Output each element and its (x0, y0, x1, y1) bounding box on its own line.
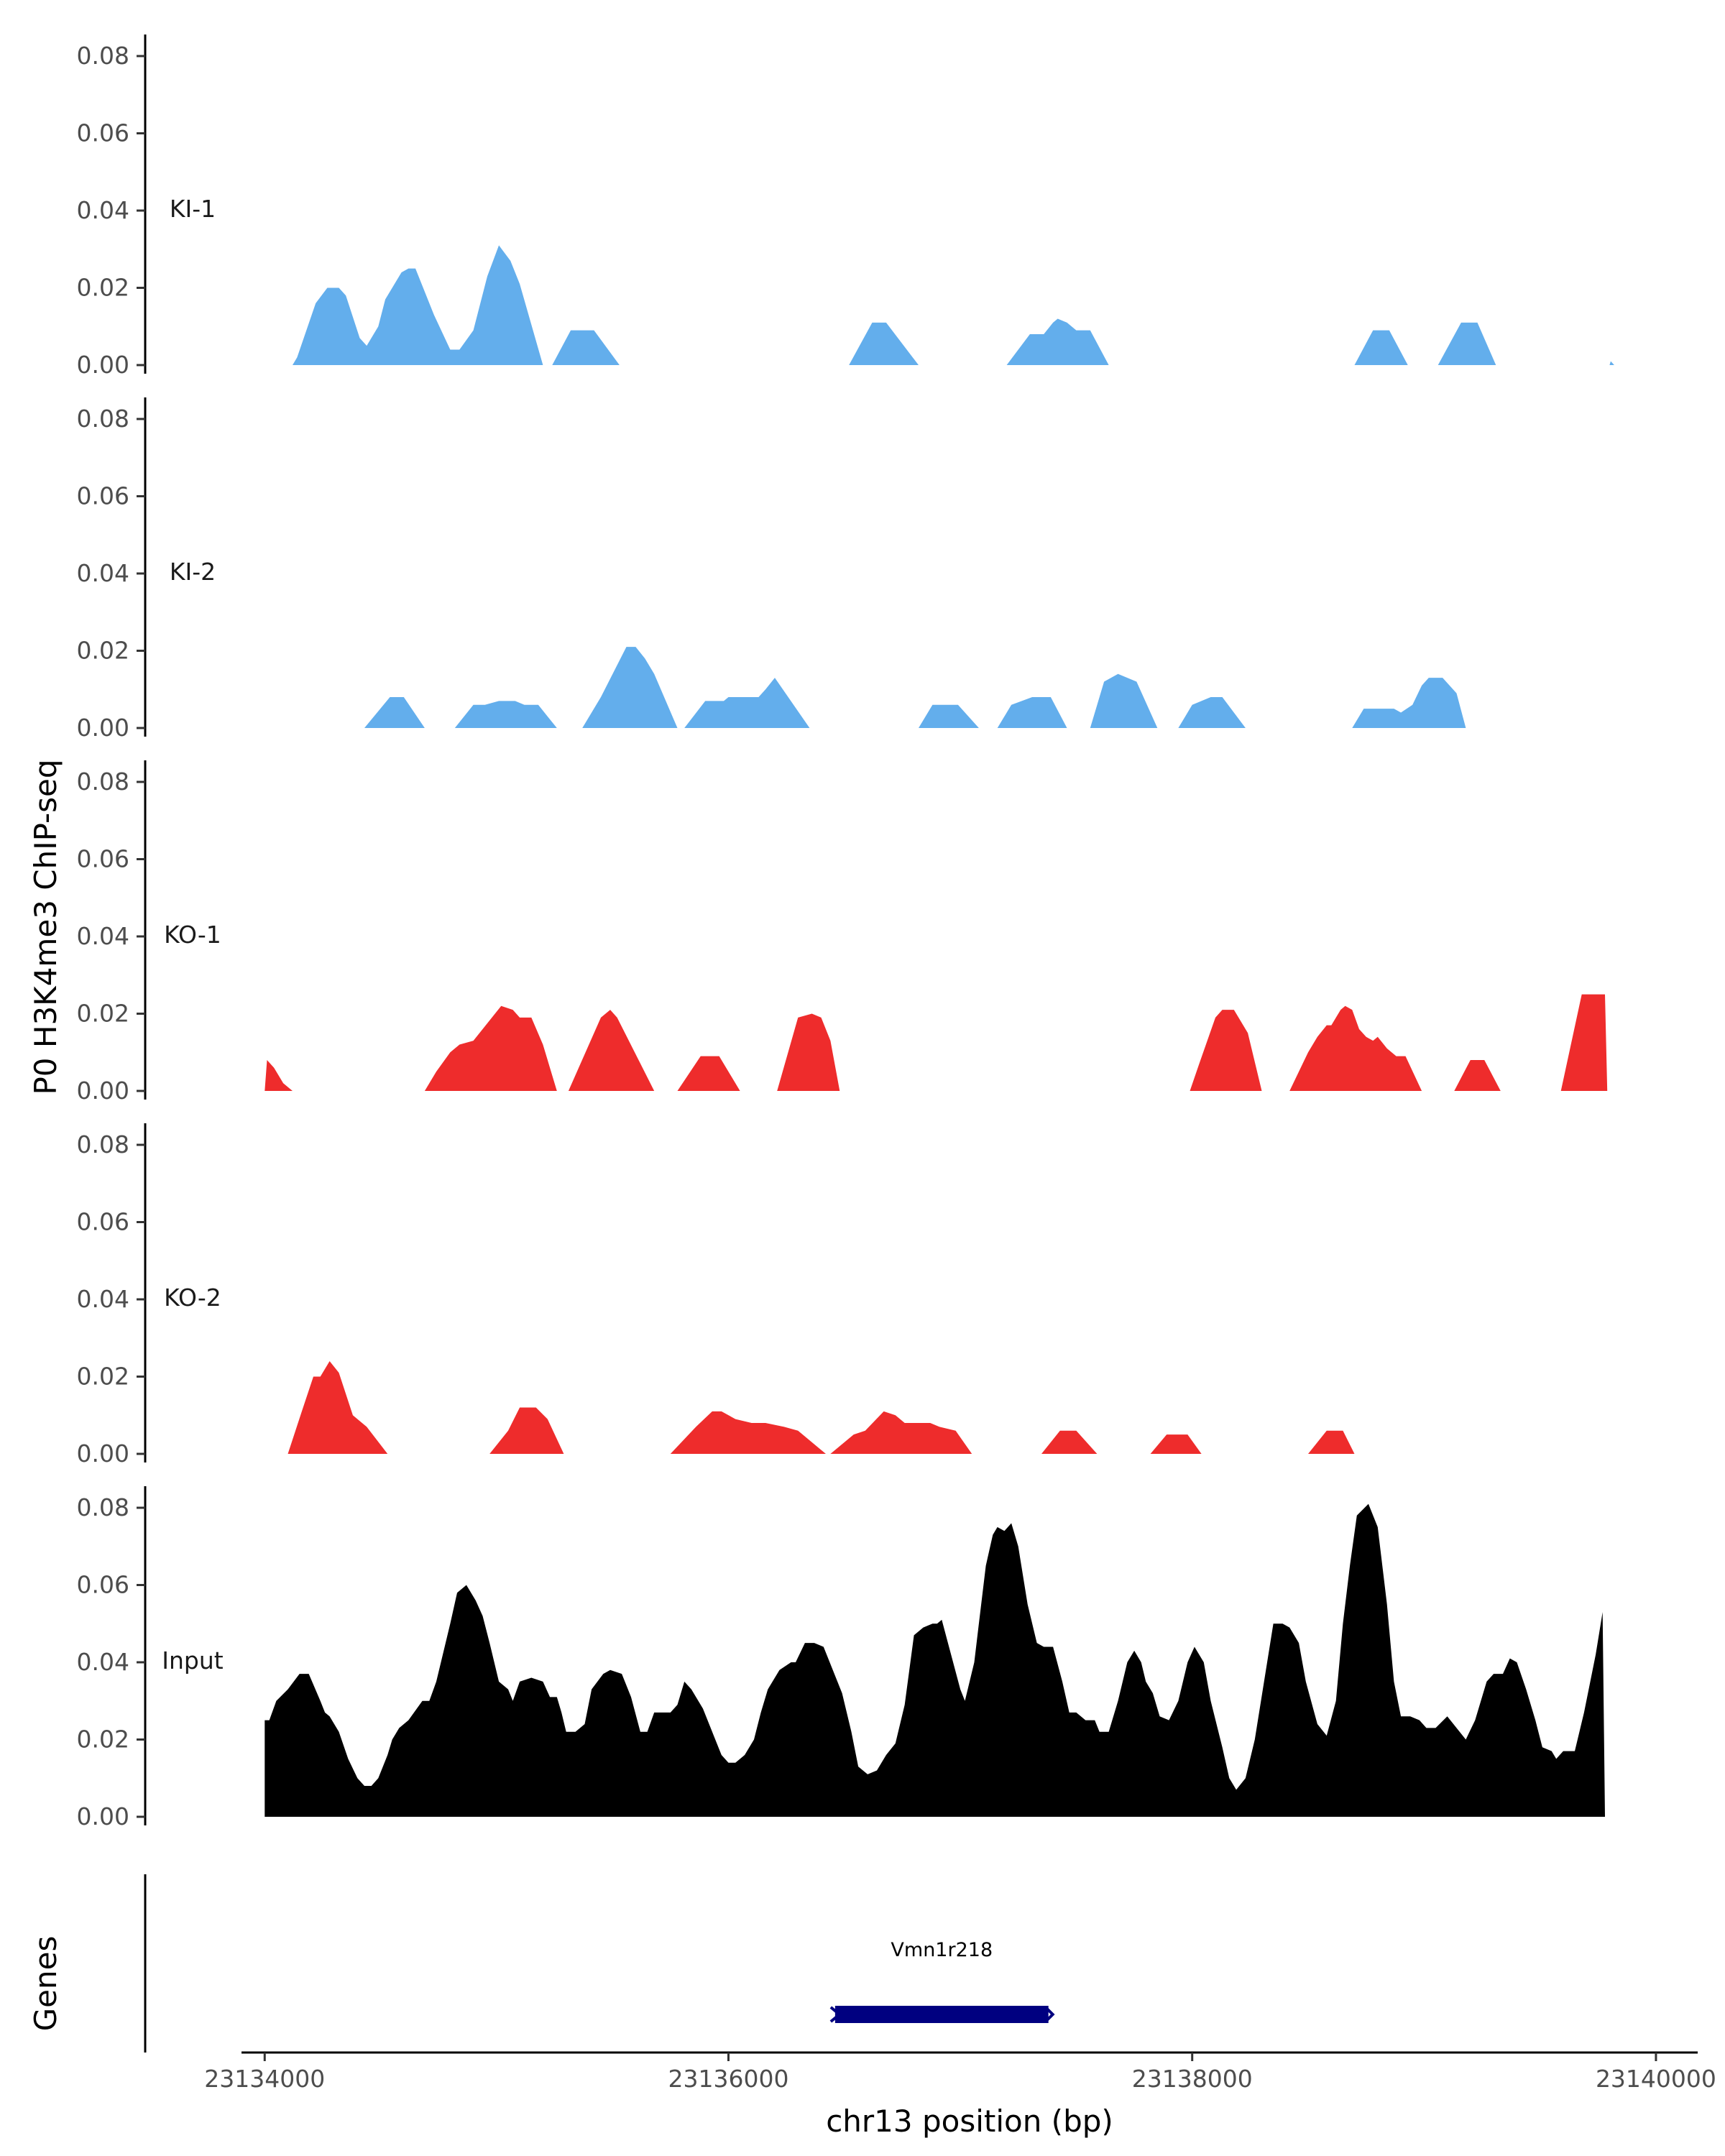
coverage-area-input (264, 1503, 1605, 1817)
coverage-area-ko-1 (264, 994, 1608, 1091)
track-ko-2: 0.00 0.02 0.04 0.06 0.08 KO-2 (77, 1123, 1385, 1468)
y-tick-label: 0.08 (77, 1493, 129, 1521)
track-ki-2: 0.00 0.02 0.04 0.06 0.08 KI-2 (77, 397, 1466, 742)
y-axis-title: P0 H3K4me3 ChIP-seq (28, 759, 63, 1095)
gene-strand-mark (1044, 2006, 1055, 2023)
y-tick-label: 0.08 (77, 405, 129, 433)
x-tick-label: 23136000 (668, 2065, 788, 2093)
y-tick-label: 0.02 (77, 1726, 129, 1754)
y-tick-label: 0.06 (77, 1208, 129, 1236)
y-tick-label: 0.08 (77, 768, 129, 796)
x-tick-label: 23140000 (1596, 2065, 1716, 2093)
track-ko-1: 0.00 0.02 0.04 0.06 0.08 KO-1 (77, 760, 1608, 1105)
y-tick-label: 0.04 (77, 922, 129, 950)
x-tick-label: 23138000 (1132, 2065, 1253, 2093)
track-label: KI-1 (170, 195, 216, 223)
gene-body (834, 2006, 1049, 2023)
y-tick-label: 0.08 (77, 42, 129, 70)
genes-layer: Vmn1r218 (144, 1874, 1055, 2053)
y-tick-label: 0.02 (77, 1363, 129, 1391)
y-tick-label: 0.04 (77, 196, 129, 224)
y-tick-label: 0.00 (77, 1439, 129, 1468)
gene-label: Vmn1r218 (891, 1939, 993, 1961)
y-tick-label: 0.08 (77, 1130, 129, 1158)
coverage-area-ki-1 (293, 245, 1614, 365)
track-ki-1: 0.00 0.02 0.04 0.06 0.08 KI-1 (77, 34, 1614, 379)
y-tick-label: 0.06 (77, 845, 129, 873)
y-tick-label: 0.00 (77, 1077, 129, 1105)
coverage-area-ko-2 (288, 1361, 1385, 1454)
x-tick-label: 23134000 (204, 2065, 325, 2093)
y-tick-label: 0.06 (77, 482, 129, 510)
track-label: Input (162, 1646, 224, 1674)
x-axis-title: chr13 position (bp) (826, 2104, 1113, 2139)
track-label: KO-1 (164, 921, 221, 949)
y-tick-label: 0.00 (77, 714, 129, 742)
y-tick-label: 0.02 (77, 637, 129, 665)
y-tick-label: 0.06 (77, 1571, 129, 1599)
tracks-layer: 0.00 0.02 0.04 0.06 0.08 KI-1 0.00 0.02 0.04 0.06… (77, 34, 1614, 1830)
y-tick-label: 0.04 (77, 1285, 129, 1313)
gene-strand-mark (829, 2006, 842, 2023)
track-input: 0.00 0.02 0.04 0.06 0.08 Input (77, 1486, 1605, 1830)
y-tick-label: 0.00 (77, 1802, 129, 1830)
track-label: KO-2 (164, 1284, 221, 1312)
y-tick-label: 0.02 (77, 274, 129, 302)
y-tick-label: 0.04 (77, 559, 129, 587)
coverage-area-ki-2 (364, 647, 1466, 728)
y-tick-label: 0.02 (77, 1000, 129, 1028)
y-tick-label: 0.06 (77, 119, 129, 147)
y-tick-label: 0.04 (77, 1648, 129, 1676)
track-label: KI-2 (170, 558, 216, 586)
genes-track-title: Genes (28, 1936, 63, 2032)
x-axis: 23134000 23136000 23138000 23140000 (204, 2051, 1716, 2093)
y-tick-label: 0.00 (77, 351, 129, 379)
